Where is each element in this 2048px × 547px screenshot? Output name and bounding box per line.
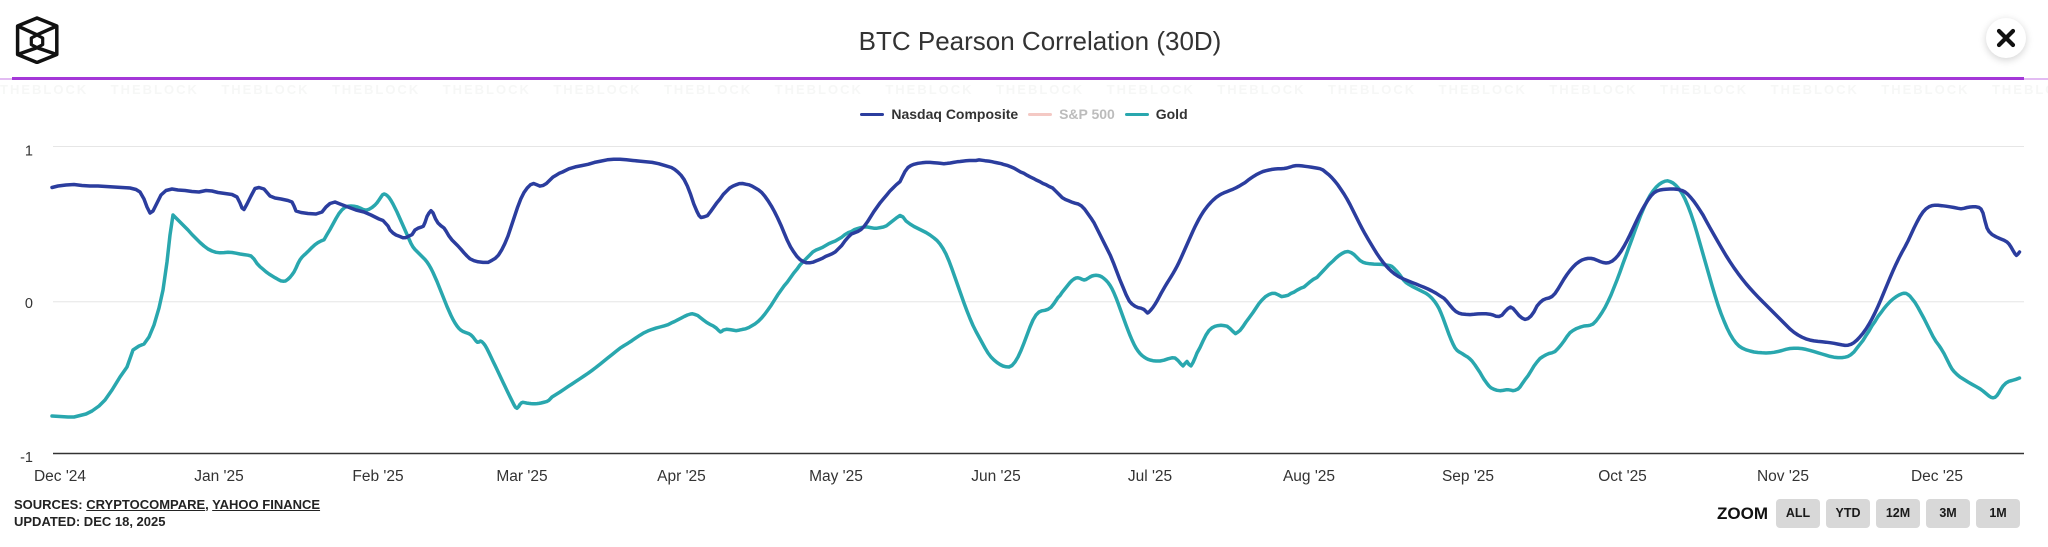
svg-text:Dec '24: Dec '24 [34,468,86,485]
svg-text:Jun '25: Jun '25 [971,468,1021,485]
svg-text:Jul '25: Jul '25 [1128,468,1172,485]
svg-text:May '25: May '25 [809,468,863,485]
svg-text:Jan '25: Jan '25 [194,468,244,485]
svg-text:0: 0 [25,296,33,312]
svg-text:Sep '25: Sep '25 [1442,468,1494,485]
svg-text:Oct '25: Oct '25 [1598,468,1647,485]
svg-text:Aug '25: Aug '25 [1283,468,1335,485]
svg-text:-1: -1 [20,450,33,466]
svg-text:Nov '25: Nov '25 [1757,468,1809,485]
svg-text:Feb '25: Feb '25 [352,468,403,485]
svg-text:Dec '25: Dec '25 [1911,468,1963,485]
svg-text:Mar '25: Mar '25 [496,468,547,485]
svg-text:1: 1 [25,144,33,160]
svg-text:Apr '25: Apr '25 [657,468,706,485]
